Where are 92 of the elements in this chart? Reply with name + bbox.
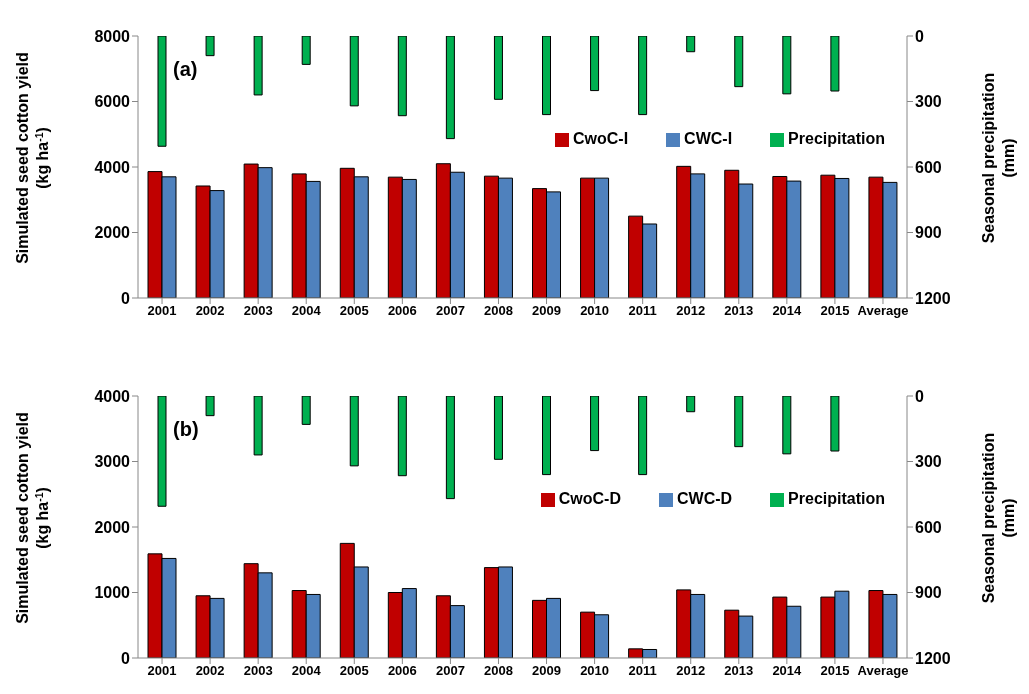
y-tick-label: 8000: [94, 27, 131, 45]
bar: [638, 36, 648, 116]
bar: [205, 36, 215, 57]
y-tick-label: 3000: [94, 453, 131, 471]
x-tick-label: 2002: [195, 663, 225, 679]
x-tick-label: 2013: [724, 303, 754, 319]
y-tick-label: 4000: [94, 158, 131, 176]
x-tick-label: Average: [857, 303, 909, 319]
bar: [686, 36, 696, 53]
y-tick-label: 4000: [94, 387, 131, 405]
x-tick-label: 2007: [435, 303, 465, 319]
x-tick-label: 2008: [484, 303, 513, 319]
x-tick-label: 2005: [339, 663, 369, 679]
bar: [830, 396, 840, 452]
x-tick-label: 2015: [820, 303, 850, 319]
bar: [542, 36, 551, 116]
x-tick-label: 2001: [147, 303, 177, 319]
legend-label: CWC-D: [677, 490, 733, 507]
bar: [590, 396, 600, 452]
y2-axis-title: Seasonal precipitation (mm): [980, 72, 1017, 244]
bar: [686, 396, 696, 413]
bar: [734, 396, 744, 448]
x-tick-label: 2009: [532, 303, 561, 319]
bar: [349, 396, 359, 467]
legend-label: Precipitation: [788, 130, 885, 147]
bar: [782, 396, 792, 455]
x-tick-label: 2014: [772, 303, 803, 319]
annotation: (a): [173, 58, 198, 81]
y2-tick-label: 0: [915, 27, 924, 45]
y2-tick-label: 0: [915, 387, 924, 405]
x-tick-label: 2006: [387, 303, 417, 319]
y-tick-label: 6000: [94, 93, 131, 111]
legend-label: CWC-I: [684, 130, 733, 147]
legend-label: CwoC-I: [573, 130, 629, 147]
y2-axis-title: Seasonal precipitation (mm): [980, 432, 1017, 604]
annotation: (b): [173, 418, 199, 441]
legend-label: Precipitation: [788, 490, 885, 507]
bar: [301, 36, 311, 65]
bar: [445, 36, 455, 140]
bar: [830, 36, 840, 92]
y2-tick-label: 300: [915, 453, 942, 471]
bar: [253, 396, 263, 456]
bar: [782, 36, 792, 95]
y-tick-label: 2000: [94, 518, 131, 536]
x-tick-label: 2010: [580, 303, 610, 319]
x-tick-label: 2004: [291, 663, 322, 679]
bar: [493, 396, 503, 460]
x-tick-label: 2008: [484, 663, 513, 679]
y2-tick-label: 1200: [915, 649, 951, 667]
x-tick-label: 2003: [243, 303, 273, 319]
x-tick-label: 2003: [243, 663, 273, 679]
x-tick-label: 2014: [772, 663, 803, 679]
x-tick-label: 2011: [628, 663, 657, 679]
bar: [205, 396, 215, 417]
y-tick-label: 0: [121, 649, 131, 667]
x-tick-label: 2012: [676, 663, 706, 679]
bar: [638, 396, 648, 476]
bar: [445, 396, 455, 500]
y-tick-label: 0: [121, 289, 131, 307]
x-tick-label: 2013: [724, 663, 754, 679]
bar: [301, 396, 311, 425]
y2-tick-label: 300: [915, 93, 942, 111]
y2-tick-label: 900: [915, 584, 942, 602]
y2-tick-label: 600: [915, 518, 942, 536]
bar: [590, 36, 600, 92]
x-tick-label: 2012: [676, 303, 706, 319]
legend-label: CwoC-D: [558, 490, 621, 507]
y-tick-label: 1000: [94, 584, 131, 602]
x-tick-label: 2002: [195, 303, 225, 319]
y2-tick-label: 1200: [915, 289, 951, 307]
bar: [157, 36, 167, 147]
bar: [397, 396, 407, 477]
bar: [542, 396, 551, 476]
x-tick-label: 2001: [147, 663, 177, 679]
bar: [734, 36, 744, 88]
x-tick-label: Average: [857, 663, 909, 679]
y2-tick-label: 900: [915, 224, 942, 242]
x-tick-label: 2007: [435, 663, 465, 679]
x-tick-label: 2011: [628, 303, 657, 319]
x-tick-label: 2010: [580, 663, 610, 679]
bar: [253, 36, 263, 96]
bar: [493, 36, 503, 100]
x-tick-label: 2004: [291, 303, 322, 319]
x-tick-label: 2015: [820, 663, 850, 679]
x-tick-label: 2009: [532, 663, 561, 679]
bar: [349, 36, 359, 107]
y-tick-label: 2000: [94, 224, 131, 242]
x-tick-label: 2006: [387, 663, 417, 679]
bar: [397, 36, 407, 117]
x-tick-label: 2005: [339, 303, 369, 319]
bar: [157, 396, 167, 507]
y2-tick-label: 600: [915, 158, 942, 176]
